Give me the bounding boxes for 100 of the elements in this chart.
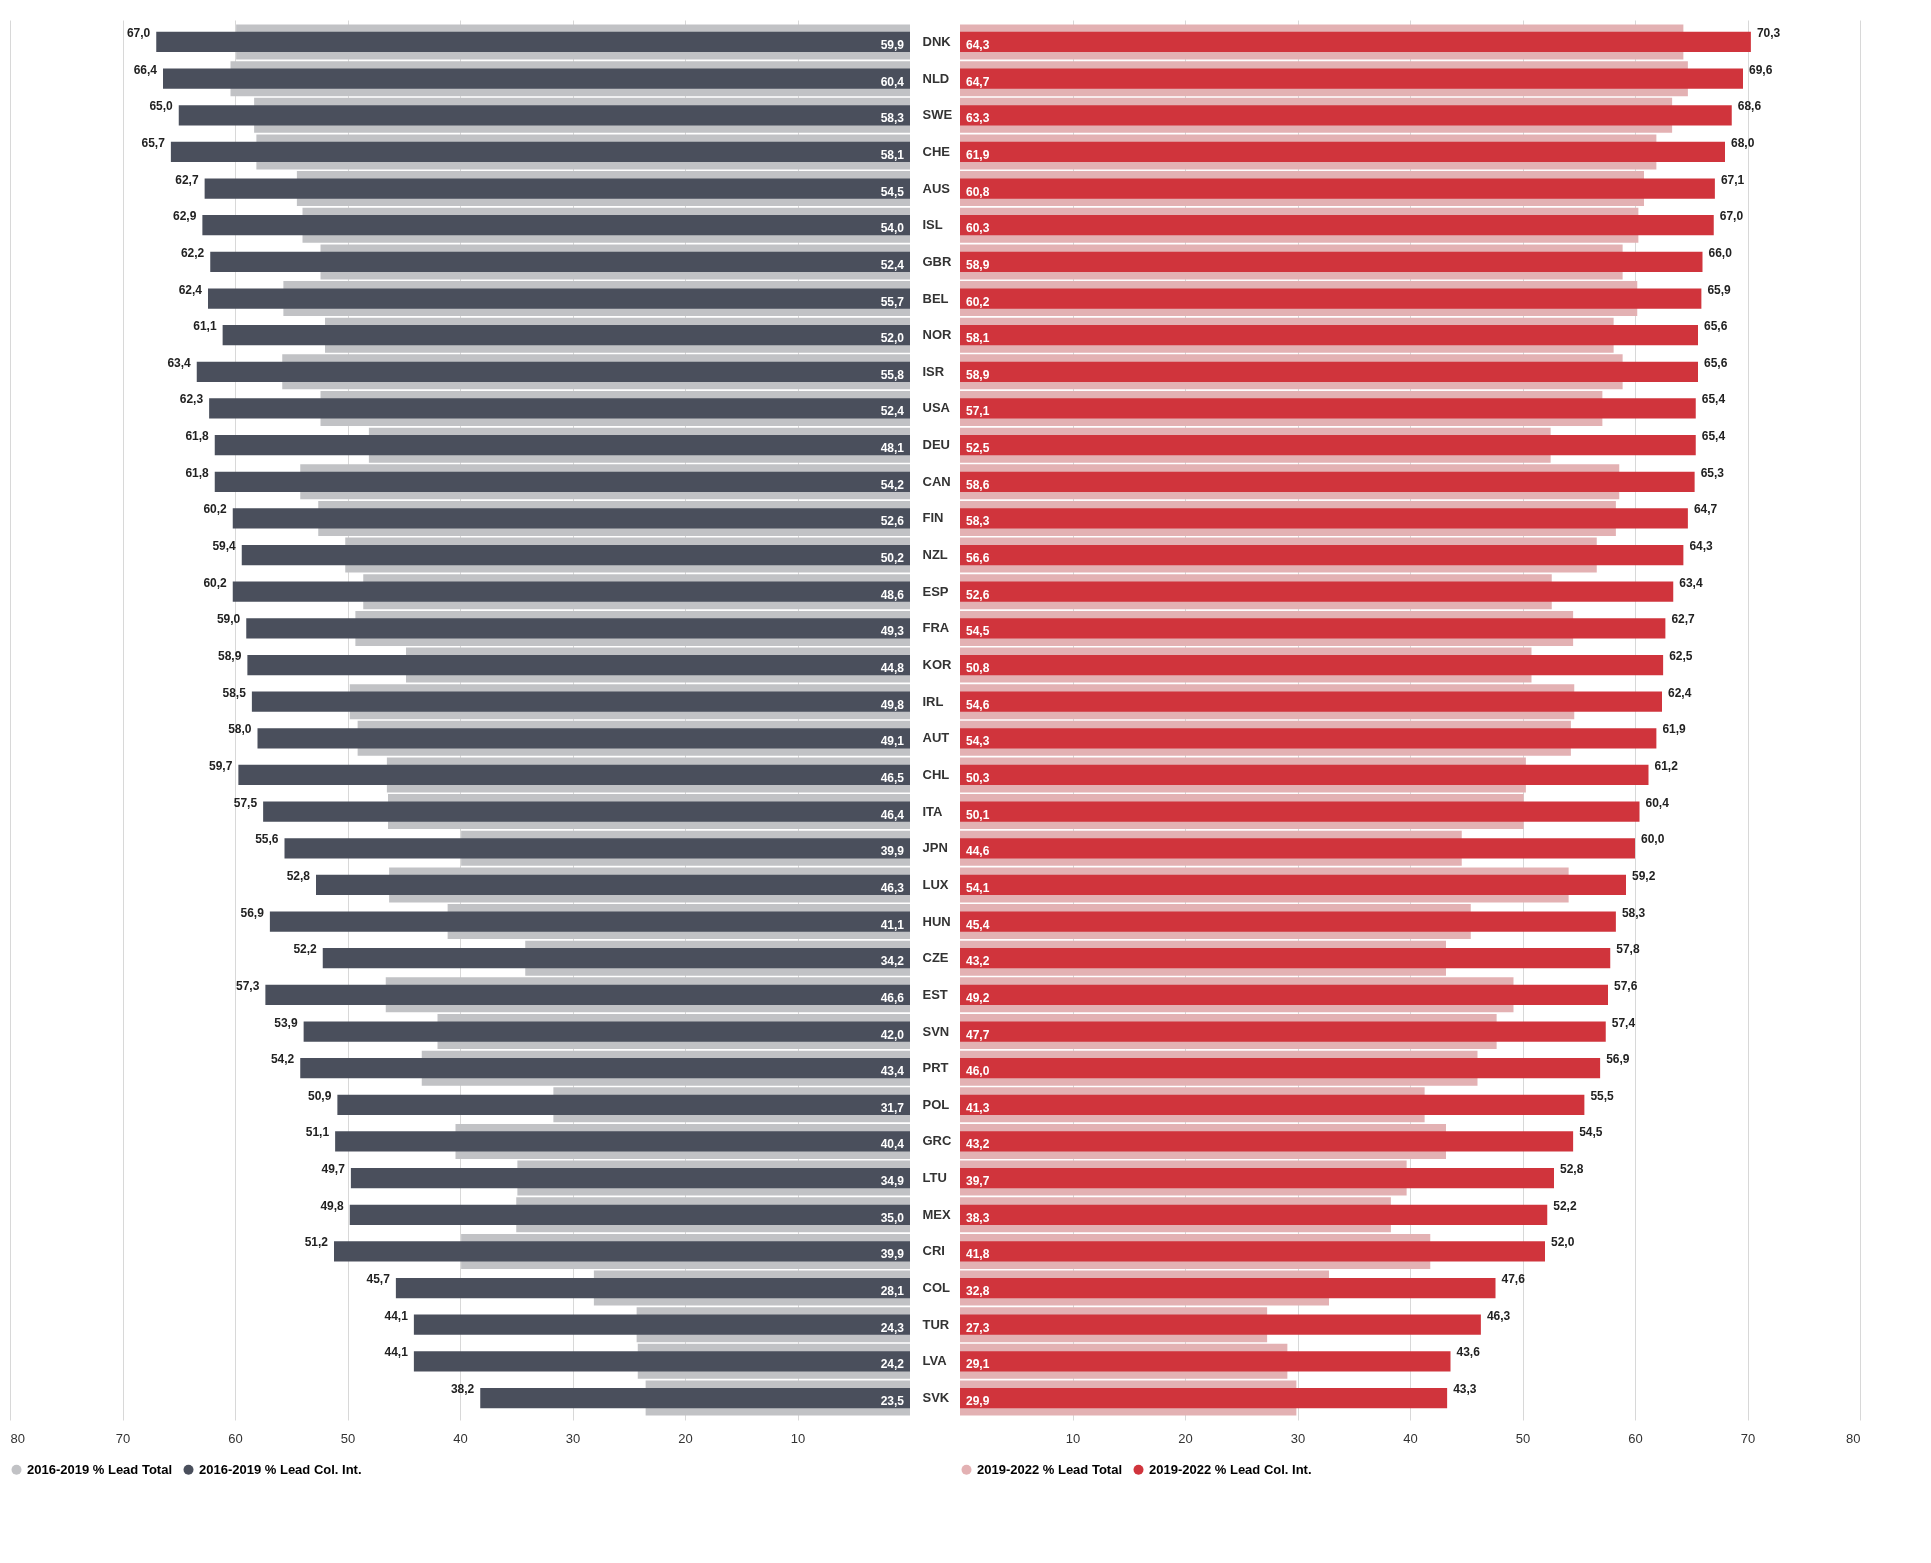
data-label: 35,0 [880,1210,905,1225]
y-tick-label: USA [922,400,951,416]
data-label: 54,2 [880,477,905,492]
y-tick-label: BEL [922,290,949,306]
data-label: 55,5 [1590,1088,1615,1103]
y-tick-label: TUR [922,1316,950,1332]
data-label: 50,3 [966,770,990,785]
bar [214,435,910,456]
x-tick-label: 70 [115,1430,131,1446]
data-label: 23,5 [880,1394,905,1409]
data-label: 47,6 [1501,1272,1526,1287]
data-label: 57,1 [966,404,990,419]
bar [960,874,1626,896]
bar [960,911,1616,932]
y-tick-label: EST [922,986,948,1002]
bar [960,1204,1548,1225]
bar [350,1167,910,1189]
data-label: 68,6 [1737,99,1762,114]
bar [960,471,1695,492]
data-label: 58,3 [880,111,905,126]
data-label: 40,4 [880,1137,905,1152]
data-label: 67,0 [1719,209,1744,224]
data-label: 44,6 [966,844,990,859]
bar [960,764,1649,786]
y-tick-label: SWE [922,107,953,123]
data-label: 58,0 [228,722,252,737]
bar [960,435,1696,456]
data-label: 60,8 [966,184,990,199]
data-label: 38,3 [966,1210,990,1225]
data-label: 39,7 [966,1174,990,1189]
data-label: 43,3 [1453,1382,1477,1397]
data-label: 70,3 [1756,25,1781,40]
bar [960,288,1702,309]
bar [960,1058,1601,1079]
bar [163,68,910,89]
y-tick-label: NOR [922,327,952,343]
data-label: 66,0 [1708,245,1733,260]
data-label: 45,7 [366,1272,391,1287]
bar [413,1314,910,1335]
data-label: 58,6 [966,477,990,492]
data-label: 53,9 [274,1015,298,1030]
legend-label: 2019-2022 % Lead Col. Int. [1149,1461,1312,1477]
y-tick-label: FRA [922,620,950,636]
data-label: 49,8 [880,697,905,712]
x-tick-label: 80 [10,1430,25,1446]
y-tick-label: PRT [922,1060,949,1076]
bar [337,1094,910,1115]
data-label: 56,9 [240,905,265,920]
bar [246,618,910,639]
data-label: 62,4 [178,282,203,297]
data-label: 44,8 [880,661,905,676]
data-label: 43,2 [966,954,990,969]
data-label: 62,7 [175,172,199,187]
data-label: 59,9 [880,37,905,52]
data-label: 58,5 [222,685,247,700]
data-label: 63,4 [167,355,192,370]
data-label: 60,3 [966,221,990,236]
y-tick-label: DNK [922,33,952,49]
data-label: 52,2 [1553,1198,1577,1213]
bar [960,691,1662,712]
data-label: 44,1 [384,1308,409,1323]
x-tick-label: 30 [565,1430,581,1446]
bar [202,215,910,236]
bar [960,1131,1574,1152]
data-label: 52,6 [880,514,905,529]
data-label: 55,7 [880,294,905,309]
data-label: 52,5 [966,441,990,456]
data-label: 62,3 [179,392,204,407]
bar [960,508,1688,529]
y-tick-label: IRL [922,693,944,709]
data-label: 65,6 [1704,319,1728,334]
data-label: 60,4 [1645,795,1670,810]
data-label: 62,2 [180,245,205,260]
bar [960,325,1698,346]
data-label: 63,4 [1679,575,1703,590]
bar [960,984,1608,1005]
data-label: 61,9 [1662,722,1687,737]
data-label: 50,9 [308,1088,332,1103]
data-label: 65,4 [1701,429,1726,444]
bar [960,398,1696,419]
data-label: 52,6 [966,587,990,602]
bar [269,911,910,932]
data-label: 57,3 [236,978,260,993]
data-label: 58,1 [966,331,990,346]
data-label: 65,6 [1704,355,1728,370]
bar [251,691,910,712]
data-label: 55,6 [255,832,279,847]
bar [960,68,1743,89]
data-label: 48,1 [880,441,905,456]
data-label: 46,4 [880,807,905,822]
bar [960,838,1635,859]
data-label: 49,2 [966,990,990,1005]
y-tick-label: ITA [922,803,944,819]
data-label: 59,0 [216,612,241,627]
y-tick-label: GBR [922,253,952,269]
data-label: 62,9 [173,209,197,224]
bar [960,178,1715,199]
data-label: 46,3 [1486,1308,1511,1323]
data-label: 50,8 [966,661,990,676]
y-tick-label: LTU [922,1170,947,1186]
